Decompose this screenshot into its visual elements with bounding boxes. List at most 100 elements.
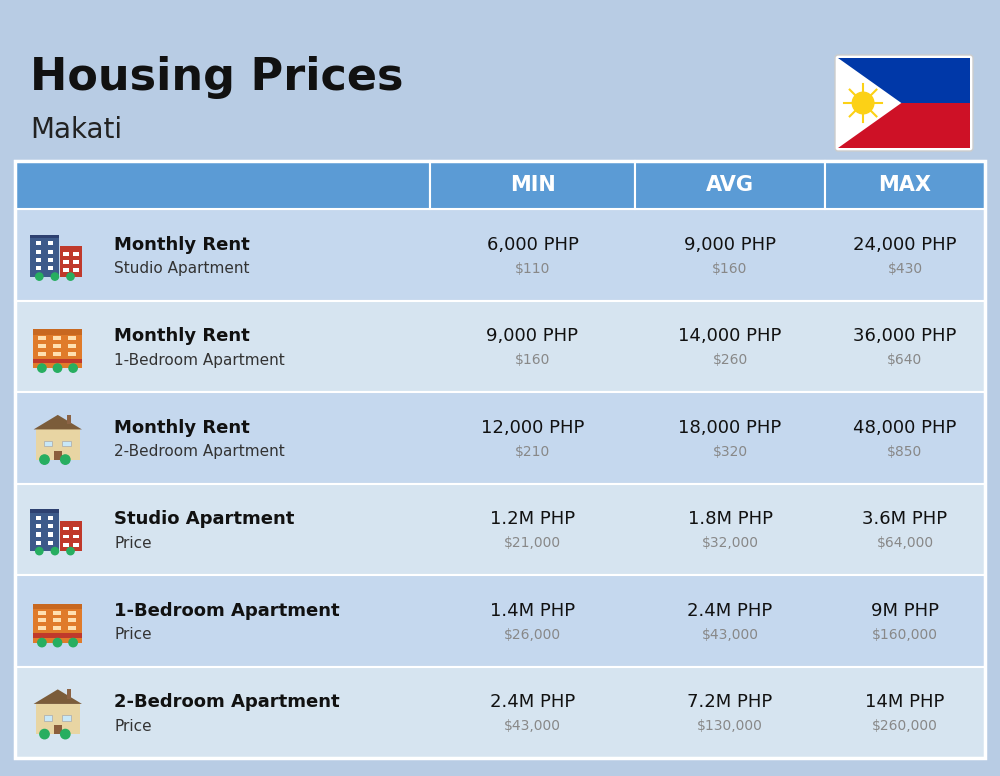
Text: AVG: AVG bbox=[706, 175, 754, 195]
Bar bbox=[38, 611, 46, 615]
Text: 7.2M PHP: 7.2M PHP bbox=[687, 693, 773, 712]
Bar bbox=[44, 715, 52, 721]
Bar bbox=[62, 715, 71, 721]
Bar bbox=[48, 241, 53, 245]
Circle shape bbox=[51, 547, 59, 555]
Text: 6,000 PHP: 6,000 PHP bbox=[487, 236, 578, 254]
Text: Price: Price bbox=[114, 719, 152, 734]
Circle shape bbox=[53, 364, 62, 372]
Text: Housing Prices: Housing Prices bbox=[30, 56, 404, 99]
Bar bbox=[48, 532, 53, 536]
Bar bbox=[36, 258, 41, 262]
Circle shape bbox=[53, 639, 62, 646]
Text: 36,000 PHP: 36,000 PHP bbox=[853, 327, 957, 345]
Bar bbox=[53, 352, 61, 355]
Bar bbox=[73, 527, 79, 530]
Bar bbox=[63, 527, 69, 530]
Bar bbox=[635, 161, 825, 209]
Text: $430: $430 bbox=[887, 262, 923, 275]
Text: $21,000: $21,000 bbox=[504, 536, 561, 550]
Bar bbox=[15, 575, 985, 667]
Circle shape bbox=[61, 455, 70, 464]
Text: $32,000: $32,000 bbox=[702, 536, 759, 550]
Bar bbox=[48, 266, 53, 270]
Text: 1.2M PHP: 1.2M PHP bbox=[490, 511, 575, 528]
Bar bbox=[63, 543, 69, 546]
Bar bbox=[68, 611, 76, 615]
Bar bbox=[38, 618, 46, 622]
Circle shape bbox=[67, 273, 74, 280]
Bar bbox=[67, 689, 71, 698]
Text: 14M PHP: 14M PHP bbox=[865, 693, 945, 712]
Bar bbox=[60, 247, 82, 276]
Text: Makati: Makati bbox=[30, 116, 122, 144]
Text: 2.4M PHP: 2.4M PHP bbox=[687, 601, 773, 620]
Circle shape bbox=[852, 92, 874, 114]
Text: Price: Price bbox=[114, 627, 152, 643]
Bar bbox=[68, 626, 76, 630]
Text: MAX: MAX bbox=[879, 175, 932, 195]
Bar bbox=[63, 260, 69, 264]
Text: 9,000 PHP: 9,000 PHP bbox=[486, 327, 578, 345]
Bar bbox=[15, 483, 985, 575]
Bar bbox=[48, 541, 53, 545]
Circle shape bbox=[38, 639, 46, 646]
Bar bbox=[53, 336, 61, 340]
Bar bbox=[38, 344, 46, 348]
Bar bbox=[38, 626, 46, 630]
Circle shape bbox=[36, 547, 43, 555]
Circle shape bbox=[38, 364, 46, 372]
Circle shape bbox=[69, 364, 77, 372]
Circle shape bbox=[67, 547, 74, 555]
Polygon shape bbox=[34, 689, 82, 704]
Bar bbox=[15, 667, 985, 758]
Bar bbox=[30, 235, 59, 238]
Text: MIN: MIN bbox=[510, 175, 555, 195]
Text: 18,000 PHP: 18,000 PHP bbox=[678, 419, 782, 437]
Text: Monthly Rent: Monthly Rent bbox=[114, 236, 250, 254]
Bar bbox=[30, 235, 59, 276]
Bar bbox=[53, 611, 61, 615]
Text: 9,000 PHP: 9,000 PHP bbox=[684, 236, 776, 254]
Polygon shape bbox=[838, 58, 901, 148]
Text: 2.4M PHP: 2.4M PHP bbox=[490, 693, 575, 712]
Text: $260: $260 bbox=[712, 353, 748, 367]
Circle shape bbox=[51, 273, 59, 280]
Bar bbox=[15, 300, 985, 392]
Bar bbox=[67, 415, 71, 424]
Bar bbox=[54, 725, 62, 734]
Bar bbox=[838, 103, 970, 148]
Bar bbox=[36, 266, 41, 270]
Bar bbox=[15, 392, 985, 483]
Text: $160: $160 bbox=[712, 262, 748, 275]
Bar bbox=[73, 535, 79, 539]
Text: Studio Apartment: Studio Apartment bbox=[114, 262, 250, 276]
Text: $130,000: $130,000 bbox=[697, 719, 763, 733]
Bar bbox=[15, 161, 985, 758]
Bar bbox=[36, 532, 41, 536]
Bar bbox=[53, 626, 61, 630]
Bar bbox=[825, 161, 985, 209]
Bar bbox=[44, 441, 52, 446]
Text: $210: $210 bbox=[515, 445, 550, 459]
FancyBboxPatch shape bbox=[835, 55, 973, 151]
Bar bbox=[48, 524, 53, 528]
Text: $43,000: $43,000 bbox=[504, 719, 561, 733]
Bar bbox=[53, 344, 61, 348]
Bar bbox=[33, 329, 82, 335]
Bar bbox=[73, 260, 79, 264]
Bar bbox=[73, 543, 79, 546]
Bar bbox=[33, 604, 82, 643]
Bar bbox=[33, 604, 82, 609]
Circle shape bbox=[36, 273, 43, 280]
Text: $43,000: $43,000 bbox=[702, 628, 759, 642]
Bar bbox=[33, 359, 82, 363]
Text: Monthly Rent: Monthly Rent bbox=[114, 327, 250, 345]
Bar bbox=[36, 429, 80, 459]
Bar bbox=[430, 161, 635, 209]
Text: Studio Apartment: Studio Apartment bbox=[114, 511, 294, 528]
Text: $640: $640 bbox=[887, 353, 923, 367]
Bar bbox=[838, 58, 970, 103]
Bar bbox=[48, 250, 53, 254]
Text: Monthly Rent: Monthly Rent bbox=[114, 419, 250, 437]
